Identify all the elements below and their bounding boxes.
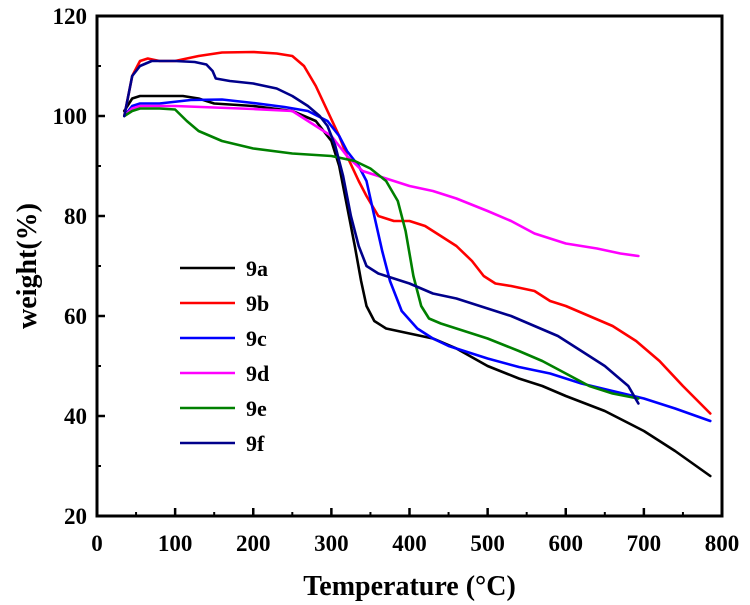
series-line-9b — [123, 50, 712, 415]
y-tick-label: 80 — [64, 204, 87, 229]
legend-label-9b: 9b — [246, 291, 269, 316]
y-axis-title: weight(%) — [12, 203, 43, 329]
series-line-9d — [123, 104, 640, 258]
x-tick-label: 600 — [549, 531, 584, 556]
x-axis-title: Temperature (°C) — [303, 571, 516, 602]
legend-label-9f: 9f — [246, 431, 265, 456]
legend: 9a 9b 9c 9d 9e 9f — [180, 256, 269, 456]
y-tick-label: 120 — [53, 4, 88, 29]
series-line-9f — [123, 59, 640, 405]
plot-frame — [95, 14, 724, 518]
x-tick-label: 200 — [236, 531, 271, 556]
x-tick-label: 0 — [91, 531, 103, 556]
series-line-9e — [123, 107, 640, 400]
x-tick-label: 300 — [314, 531, 349, 556]
y-axis: 20 40 60 80 100 120 — [53, 4, 105, 529]
x-tick-label: 100 — [158, 531, 193, 556]
y-tick-label: 20 — [64, 504, 87, 529]
x-axis: 0 100 200 300 400 500 600 700 800 — [91, 508, 739, 556]
legend-label-9d: 9d — [246, 361, 269, 386]
series-line-9c — [123, 98, 712, 423]
y-tick-label: 40 — [64, 404, 87, 429]
legend-label-9e: 9e — [246, 396, 267, 421]
x-tick-label: 500 — [470, 531, 505, 556]
legend-label-9c: 9c — [246, 326, 267, 351]
series-line-9a — [123, 94, 712, 478]
y-tick-label: 60 — [64, 304, 87, 329]
x-tick-label: 400 — [392, 531, 427, 556]
x-tick-label: 700 — [627, 531, 662, 556]
x-tick-label: 800 — [705, 531, 740, 556]
y-tick-label: 100 — [53, 104, 88, 129]
legend-label-9a: 9a — [246, 256, 268, 281]
series-layer — [123, 50, 712, 478]
